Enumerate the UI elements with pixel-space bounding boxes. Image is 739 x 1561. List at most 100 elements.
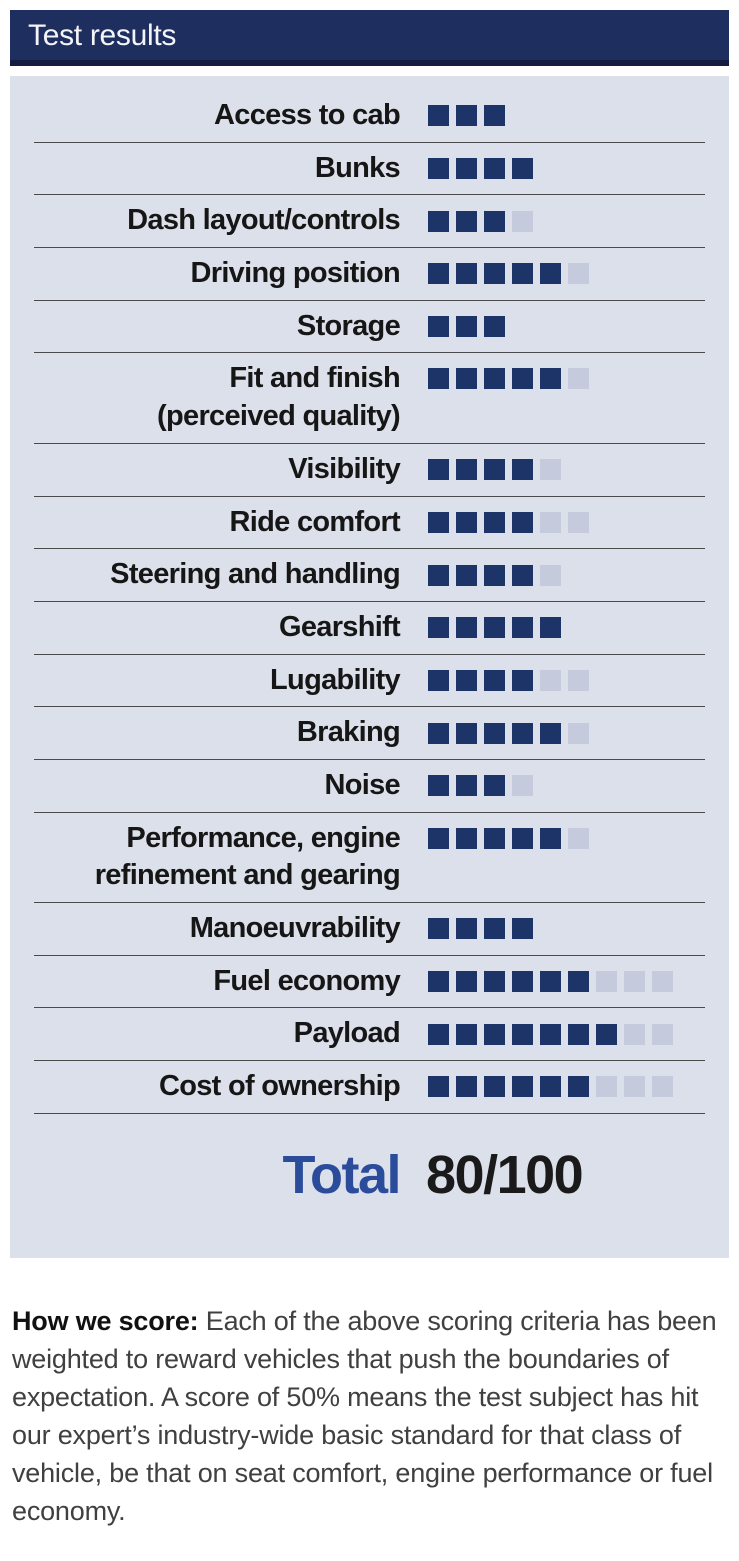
- score-label-line-1: Performance, engine: [126, 821, 400, 854]
- score-square-filled: [484, 722, 505, 744]
- score-row: Lugability: [34, 655, 705, 708]
- score-square-filled: [540, 827, 561, 849]
- score-square-filled: [484, 316, 505, 338]
- score-square-filled: [568, 1076, 589, 1098]
- score-label: Steering and handling: [34, 549, 401, 601]
- score-square-filled: [512, 617, 533, 639]
- score-square-filled: [456, 105, 477, 127]
- score-square-filled: [428, 210, 449, 232]
- score-square-filled: [512, 1023, 533, 1045]
- score-square-filled: [484, 971, 505, 993]
- score-squares: [428, 564, 561, 586]
- score-label-line-1: Braking: [296, 716, 401, 749]
- score-square-filled: [512, 669, 533, 691]
- score-square-empty: [568, 669, 589, 691]
- score-label: Bunks: [34, 143, 401, 195]
- score-square-filled: [512, 564, 533, 586]
- score-label: Driving position: [34, 248, 400, 300]
- score-square-filled: [540, 617, 561, 639]
- score-square-filled: [456, 1076, 477, 1098]
- score-row: Dash layout/controls: [34, 195, 705, 249]
- score-row: Performance, engine refinement and gearin…: [34, 813, 705, 903]
- score-label-line-1: Storage: [296, 309, 401, 342]
- score-square-filled: [428, 459, 449, 481]
- score-square-filled: [428, 158, 449, 180]
- score-square-filled: [428, 105, 449, 127]
- score-square-filled: [512, 459, 533, 481]
- score-label: Dash layout/controls: [34, 195, 401, 247]
- score-square-filled: [428, 918, 449, 940]
- score-row: Manoeuvrability: [34, 903, 705, 956]
- score-row: Storage: [34, 301, 705, 354]
- score-row: Bunks: [34, 143, 705, 196]
- score-square-filled: [512, 158, 533, 180]
- score-row: Braking: [34, 707, 705, 760]
- score-square-filled: [540, 971, 561, 993]
- score-label: Manoeuvrability: [34, 903, 401, 955]
- score-square-empty: [540, 511, 561, 533]
- score-row: Payload: [34, 1008, 705, 1062]
- score-square-filled: [568, 1023, 589, 1045]
- score-square-filled: [456, 511, 477, 533]
- score-squares: [428, 210, 533, 232]
- score-square-filled: [484, 511, 505, 533]
- score-square-filled: [596, 1023, 617, 1045]
- score-square-filled: [456, 368, 477, 390]
- score-square-filled: [512, 1076, 533, 1098]
- how-we-score-lead: How we score:: [12, 1305, 199, 1336]
- score-square-empty: [540, 564, 561, 586]
- score-square-filled: [428, 263, 449, 285]
- score-row: Driving position: [34, 248, 705, 301]
- score-label-line-1: Manoeuvrability: [189, 912, 401, 944]
- score-square-filled: [456, 669, 477, 691]
- score-label: Ride comfort: [34, 497, 401, 549]
- score-label-line-1: Access to cab: [214, 99, 401, 131]
- score-square-filled: [456, 158, 477, 180]
- score-square-filled: [456, 210, 477, 232]
- score-square-empty: [596, 971, 617, 993]
- score-label: Cost of ownership: [34, 1061, 401, 1113]
- score-square-filled: [484, 368, 505, 390]
- score-square-filled: [456, 1023, 477, 1045]
- score-square-filled: [456, 564, 477, 586]
- score-square-filled: [428, 511, 449, 533]
- score-square-empty: [568, 263, 589, 285]
- total-score: 80/100: [426, 1144, 584, 1205]
- score-label: Gearshift: [34, 602, 401, 654]
- score-square-filled: [512, 263, 533, 285]
- score-square-filled: [484, 158, 505, 180]
- score-square-filled: [428, 669, 449, 691]
- score-square-empty: [624, 1023, 645, 1045]
- score-panel: Access to cab Bunks Dash layout/controls Dr…: [10, 76, 729, 1258]
- total-row: Total 80/100: [34, 1130, 705, 1258]
- score-square-empty: [596, 1076, 617, 1098]
- score-row: Fuel economy: [34, 956, 705, 1009]
- score-square-filled: [512, 918, 533, 940]
- score-label: Payload: [34, 1008, 401, 1060]
- score-square-filled: [512, 971, 533, 993]
- score-square-filled: [456, 263, 477, 285]
- score-label-line-1: Noise: [324, 768, 401, 801]
- score-square-filled: [484, 827, 505, 849]
- score-square-empty: [568, 368, 589, 390]
- score-square-filled: [484, 459, 505, 481]
- score-square-filled: [428, 827, 449, 849]
- score-square-filled: [484, 775, 505, 797]
- total-label: Total: [282, 1144, 402, 1205]
- score-squares: [428, 1023, 673, 1045]
- score-label-line-1: Bunks: [314, 151, 401, 184]
- score-square-filled: [428, 316, 449, 338]
- score-squares: [428, 459, 561, 481]
- score-label-line-1: Driving position: [190, 257, 400, 290]
- score-square-filled: [456, 971, 477, 993]
- score-square-filled: [484, 669, 505, 691]
- score-squares: [428, 316, 505, 338]
- score-square-filled: [484, 105, 505, 127]
- score-squares: [428, 511, 589, 533]
- score-square-filled: [428, 617, 449, 639]
- score-square-empty: [568, 827, 589, 849]
- score-label: Lugability: [34, 655, 401, 707]
- score-square-filled: [456, 459, 477, 481]
- score-square-filled: [512, 511, 533, 533]
- score-squares: [428, 1076, 673, 1098]
